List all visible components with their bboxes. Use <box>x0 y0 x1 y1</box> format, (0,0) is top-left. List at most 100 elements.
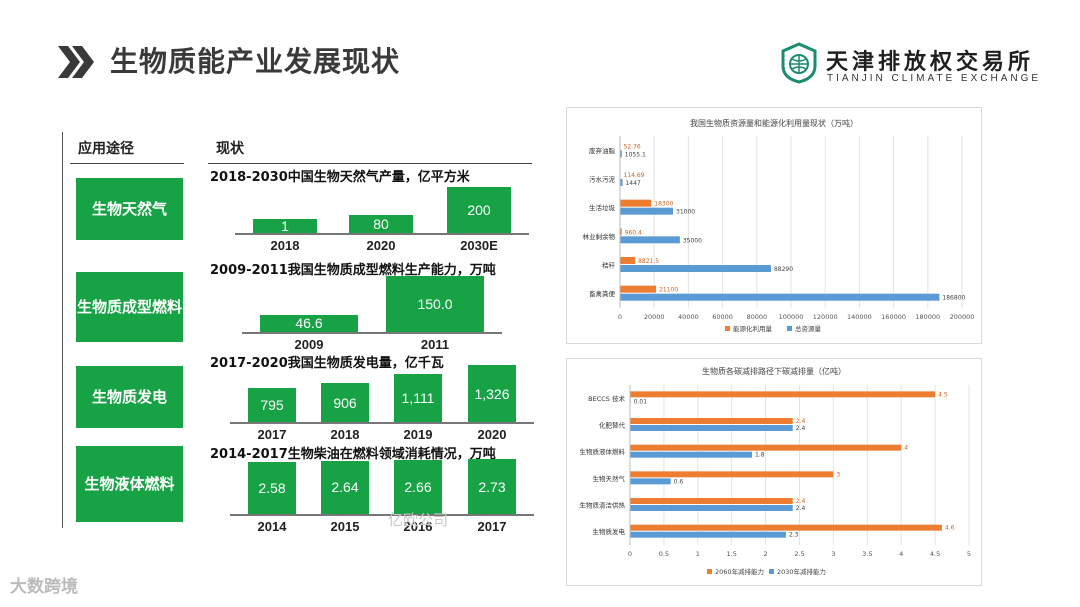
data-bar <box>620 257 636 264</box>
category-label: 生物液体燃料 <box>76 446 183 522</box>
watermark: 亿欧公司 <box>388 511 449 529</box>
x-tick-label: 2017 <box>257 427 287 442</box>
category-label: 生物质发电 <box>76 366 183 428</box>
page-title: 生物质能产业发展现状 <box>110 45 401 78</box>
axis-baseline <box>242 332 502 334</box>
data-label: 960.4 <box>625 229 642 236</box>
data-bar <box>630 471 834 478</box>
x-tick-label: 160000 <box>881 313 906 321</box>
x-tick-label: 140000 <box>847 313 872 321</box>
data-bar <box>630 531 786 538</box>
legend-label: 2060年减排能力 <box>715 567 764 576</box>
legend-swatch <box>725 326 730 331</box>
data-bar <box>620 228 622 236</box>
logo-text-en: TIANJIN CLIMATE EXCHANGE <box>827 73 1042 84</box>
x-tick-label: 2020 <box>366 238 396 253</box>
double-chevron-right-icon <box>58 46 94 78</box>
axis-baseline <box>230 514 534 516</box>
data-bar: 2.58 <box>248 462 296 514</box>
data-bar <box>630 444 902 451</box>
x-tick-label: 60000 <box>712 313 733 321</box>
header-underline <box>70 163 184 164</box>
data-bar: 150.0 <box>386 276 484 332</box>
category-label: 生物质成型燃料 <box>76 272 183 342</box>
data-label: 2.3 <box>789 532 799 539</box>
resources-bar-chart: 我国生物质资源量和能源化利用量现状（万吨） 0 20000 40000 60000 800… <box>583 118 975 333</box>
data-label: 2.4 <box>796 418 806 425</box>
data-bar: 906 <box>321 383 369 422</box>
y-category-label: BECCS 技术 <box>588 394 625 403</box>
x-tick-label: 2011 <box>420 337 450 352</box>
data-label: 31000 <box>676 209 695 216</box>
row-subtitle: 2017-2020我国生物质发电量，亿千瓦 <box>210 356 444 371</box>
row-subtitle: 2014-2017生物柴油在燃料领域消耗情况，万吨 <box>210 447 496 462</box>
legend-label: 2030年减排能力 <box>777 567 826 576</box>
data-label: 21100 <box>659 287 678 294</box>
y-category-label: 生物天然气 <box>593 474 626 483</box>
data-label: 52.76 <box>624 143 641 150</box>
data-label: 2.4 <box>796 505 806 512</box>
x-tick-label: 0 <box>628 550 632 558</box>
row-subtitle: 2009-2011我国生物质成型燃料生产能力，万吨 <box>210 263 496 278</box>
row-subtitle: 2018-2030中国生物天然气产量，亿平方米 <box>210 170 470 185</box>
data-label: 0.6 <box>674 478 684 485</box>
x-tick-label: 80000 <box>746 313 767 321</box>
data-bar <box>620 199 652 207</box>
globe-leaf-logo-icon <box>781 42 817 84</box>
chart-panel-resources: 我国生物质资源量和能源化利用量现状（万吨） 0 20000 40000 60000 800… <box>566 107 982 344</box>
data-bar <box>630 418 793 424</box>
y-category-label: 化肥替代 <box>599 421 626 430</box>
x-tick-label: 5 <box>967 550 971 558</box>
x-tick-label: 40000 <box>678 313 699 321</box>
data-bar: 795 <box>248 387 296 422</box>
x-tick-label: 2016 <box>403 519 433 534</box>
axis-baseline <box>235 233 529 235</box>
data-label: 4.5 <box>938 391 948 398</box>
column-header-usage: 应用途径 <box>78 141 134 157</box>
legend-swatch <box>707 569 712 574</box>
data-label: 2.4 <box>796 498 806 505</box>
data-bar: 80 <box>349 214 413 233</box>
x-tick-label: 2018 <box>330 427 360 442</box>
data-label: 0.01 <box>634 398 648 405</box>
data-label: 4 <box>904 445 908 452</box>
data-bar: 2.64 <box>321 460 369 514</box>
x-tick-label: 120000 <box>813 313 838 321</box>
axis-baseline <box>230 422 534 424</box>
y-category-label: 生物质液体燃料 <box>580 447 626 456</box>
data-label: 186800 <box>942 295 965 302</box>
legend-label: 能源化利用量 <box>733 324 773 333</box>
data-bar <box>620 236 680 244</box>
x-tick-label: 2014 <box>257 519 287 534</box>
data-label: 88290 <box>774 266 793 273</box>
x-tick-label: 20000 <box>644 313 665 321</box>
x-tick-label: 100000 <box>779 313 804 321</box>
y-category-label: 废弃油脂 <box>589 146 616 155</box>
x-tick-label: 2.5 <box>794 550 804 558</box>
watermark: 大数跨境 <box>10 577 78 597</box>
x-tick-label: 2009 <box>294 337 324 352</box>
x-tick-label: 3.5 <box>862 550 872 558</box>
data-label: 1.8 <box>755 452 765 459</box>
data-bar <box>620 265 771 272</box>
x-tick-label: 2030E <box>460 238 498 253</box>
chart-title: 生物质各碳减排路径下碳减排量（亿吨） <box>702 366 846 376</box>
y-category-label: 生物质清洁供热 <box>580 501 626 510</box>
column-header-status: 现状 <box>216 141 244 157</box>
legend-swatch <box>787 326 792 331</box>
y-category-label: 畜禽粪便 <box>589 289 616 298</box>
data-bar <box>620 285 657 293</box>
category-label: 生物天然气 <box>76 178 183 240</box>
data-label: 8821.5 <box>638 258 659 265</box>
data-bar <box>620 179 623 186</box>
data-bar: 2.66 <box>394 460 442 514</box>
y-category-label: 生活垃圾 <box>589 203 616 212</box>
logo-text-cn: 天津排放权交易所 <box>826 50 1035 75</box>
data-bar <box>620 207 674 215</box>
data-bar: 2.73 <box>468 459 516 514</box>
left-panel-rule <box>62 132 63 528</box>
data-bar <box>630 498 793 504</box>
chart-panel-emission: 生物质各碳减排路径下碳减排量（亿吨） 0 0.5 1 1.5 2 2.5 3 3.5 4 4.5 5 B… <box>566 358 982 586</box>
data-bar: 46.6 <box>260 314 358 332</box>
emission-bar-chart: 生物质各碳减排路径下碳减排量（亿吨） 0 0.5 1 1.5 2 2.5 3 3.5 4 4.5 5 B… <box>580 366 972 576</box>
